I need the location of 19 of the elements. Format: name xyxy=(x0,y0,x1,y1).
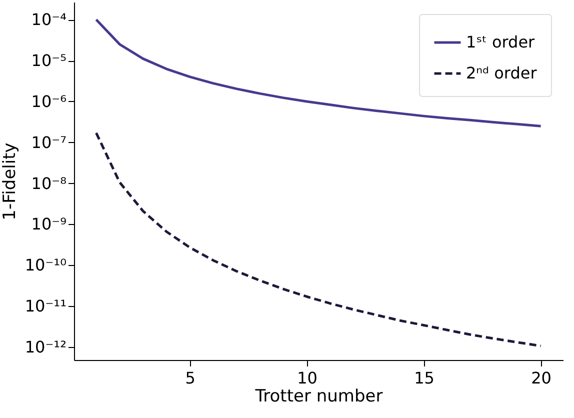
y-tick-label: 10⁻⁵ xyxy=(31,51,66,70)
x-tick-label: 10 xyxy=(297,368,318,388)
x-axis-title: Trotter number xyxy=(254,386,383,406)
y-tick-label: 10⁻¹¹ xyxy=(24,296,66,316)
y-tick-label: 10⁻⁶ xyxy=(31,92,66,111)
y-tick-label: 10⁻¹⁰ xyxy=(24,256,66,275)
y-tick-label: 10⁻⁹ xyxy=(31,214,66,234)
legend-label: 2ⁿᵈ order xyxy=(466,64,538,82)
line-series xyxy=(94,132,542,348)
line-series xyxy=(94,18,542,128)
y-tick-label: 10⁻¹² xyxy=(24,337,66,356)
x-tick-label: 20 xyxy=(531,368,552,388)
y-tick-label: 10⁻⁸ xyxy=(31,174,66,193)
x-tick-label: 15 xyxy=(414,368,434,388)
x-tick-label: 5 xyxy=(185,368,196,388)
y-axis-title: 1-Fidelity xyxy=(0,142,20,220)
legend-label: 1ˢᵗ order xyxy=(466,32,536,52)
y-tick-label: 10⁻⁴ xyxy=(31,10,66,30)
y-tick-label: 10⁻⁷ xyxy=(31,132,66,152)
